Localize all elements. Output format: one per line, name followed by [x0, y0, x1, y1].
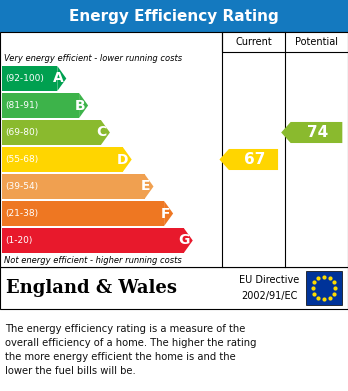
Text: 2002/91/EC: 2002/91/EC: [241, 291, 297, 301]
Text: (21-38): (21-38): [5, 209, 38, 218]
Bar: [2, 147, 123, 172]
Text: (39-54): (39-54): [5, 182, 38, 191]
Polygon shape: [57, 66, 66, 91]
Text: D: D: [117, 152, 129, 167]
Text: E: E: [141, 179, 150, 194]
Text: Current: Current: [235, 37, 272, 47]
Polygon shape: [164, 201, 173, 226]
Text: 67: 67: [244, 152, 266, 167]
Text: Potential: Potential: [295, 37, 338, 47]
Text: The energy efficiency rating is a measure of the
overall efficiency of a home. T: The energy efficiency rating is a measur…: [5, 324, 256, 376]
Text: Very energy efficient - lower running costs: Very energy efficient - lower running co…: [4, 54, 182, 63]
Text: (55-68): (55-68): [5, 155, 38, 164]
Polygon shape: [79, 93, 88, 118]
Text: (81-91): (81-91): [5, 101, 38, 110]
Bar: [0, 32, 348, 267]
Bar: [222, 32, 348, 52]
Text: England & Wales: England & Wales: [6, 279, 177, 297]
Polygon shape: [123, 147, 132, 172]
Bar: [2, 174, 144, 199]
Text: Not energy efficient - higher running costs: Not energy efficient - higher running co…: [4, 256, 182, 265]
Bar: [0, 267, 348, 309]
Text: F: F: [161, 206, 170, 221]
Polygon shape: [281, 122, 342, 143]
Text: C: C: [97, 126, 107, 140]
Bar: [2, 93, 79, 118]
Text: G: G: [179, 233, 190, 248]
Text: (1-20): (1-20): [5, 236, 32, 245]
Polygon shape: [184, 228, 193, 253]
Bar: [2, 66, 57, 91]
Polygon shape: [144, 174, 153, 199]
Text: A: A: [53, 72, 63, 86]
Text: 74: 74: [307, 125, 328, 140]
Bar: [0, 0, 348, 32]
Text: Energy Efficiency Rating: Energy Efficiency Rating: [69, 9, 279, 23]
Text: B: B: [74, 99, 85, 113]
Polygon shape: [220, 149, 278, 170]
Text: EU Directive: EU Directive: [239, 275, 299, 285]
Text: (69-80): (69-80): [5, 128, 38, 137]
Text: (92-100): (92-100): [5, 74, 44, 83]
Bar: [306, 271, 342, 305]
Bar: [2, 228, 184, 253]
Polygon shape: [101, 120, 110, 145]
Bar: [2, 120, 101, 145]
Bar: [2, 201, 164, 226]
